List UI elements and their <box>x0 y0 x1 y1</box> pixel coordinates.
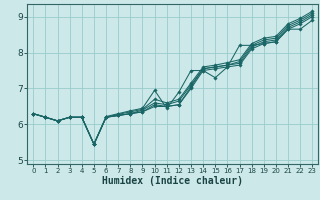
X-axis label: Humidex (Indice chaleur): Humidex (Indice chaleur) <box>102 176 243 186</box>
